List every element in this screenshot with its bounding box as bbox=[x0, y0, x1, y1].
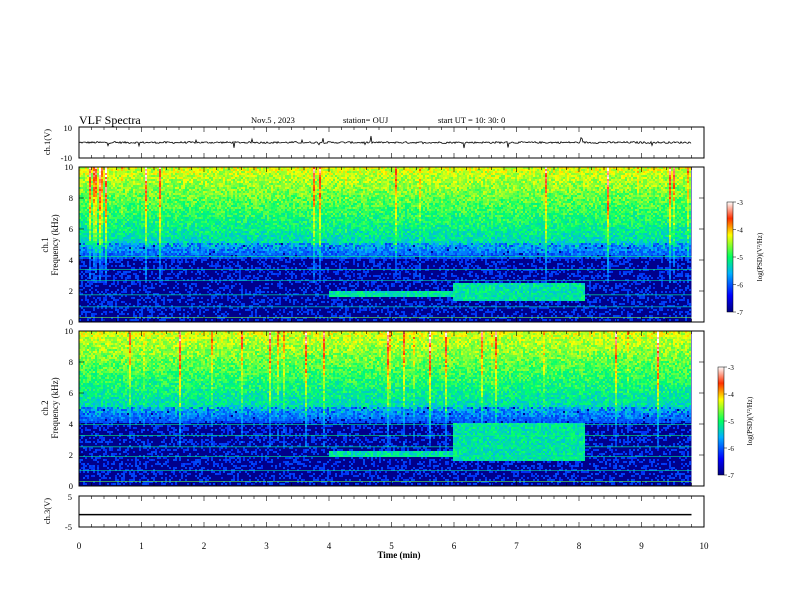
x-tick-label: 4 bbox=[327, 541, 332, 551]
x-tick-label: 5 bbox=[389, 541, 394, 551]
colorbar-tick-label: -7 bbox=[728, 472, 734, 480]
colorbar-tick-label: -4 bbox=[737, 227, 743, 235]
y-tick-label: 6 bbox=[69, 224, 73, 234]
colorbar-tick-label: -5 bbox=[728, 418, 734, 426]
y-tick-label: 0 bbox=[69, 481, 73, 491]
ch2-spectrogram bbox=[79, 331, 704, 486]
ch1-spectrogram bbox=[79, 167, 704, 322]
colorbar-tick-label: -6 bbox=[728, 445, 734, 453]
y-tick-label: 8 bbox=[69, 193, 73, 203]
y-tick-label: 10 bbox=[65, 326, 74, 336]
ch1-colorbar: -3 -4 -5 -6 -7 log(PSD)(V²/Hz) bbox=[726, 199, 764, 317]
date-label: Nov.5 , 2023 bbox=[251, 115, 295, 125]
x-tick-label: 0 bbox=[77, 541, 82, 551]
ch3-ylabel: ch.3(V) bbox=[42, 498, 52, 524]
colorbar-tick-label: -5 bbox=[737, 254, 743, 262]
ch3-ytick-bottom: -5 bbox=[65, 522, 72, 532]
y-tick-label: 10 bbox=[65, 162, 74, 172]
x-tick-label: 6 bbox=[452, 541, 457, 551]
x-tick-label: 1 bbox=[139, 541, 144, 551]
colorbar-tick-label: -4 bbox=[728, 391, 734, 399]
ch1-ylabel: ch.1(V) bbox=[42, 129, 52, 155]
x-tick-label: 10 bbox=[700, 541, 710, 551]
ch1-ytick-top: 10 bbox=[64, 123, 73, 133]
y-tick-label: 0 bbox=[69, 317, 73, 327]
ch3-ytick-top: 5 bbox=[68, 492, 72, 502]
ch2-spectrogram-panel: 0 2 4 6 8 10 ch.2 Frequency (kHz) -3 -4 -5 -6 -7 … bbox=[40, 326, 754, 491]
x-tick-label: 9 bbox=[639, 541, 644, 551]
ch1-waveform-panel: 10 -10 ch.1(V) bbox=[42, 123, 705, 163]
ch1-waveform-trace bbox=[78, 135, 692, 149]
ch1-colorbar-label: log(PSD)(V²/Hz) bbox=[756, 232, 764, 281]
figure-title: VLF Spectra bbox=[79, 113, 141, 127]
x-tick-label: 3 bbox=[264, 541, 269, 551]
station-label: station= OUJ bbox=[343, 115, 389, 125]
ch2-colorbar: -3 -4 -5 -6 -7 log(PSD)(V²/Hz) bbox=[717, 364, 754, 480]
y-tick-label: 4 bbox=[69, 419, 74, 429]
ch1-ytick-bottom: -10 bbox=[61, 153, 72, 163]
ch2-spec-ylabel-channel: ch.2 bbox=[40, 400, 50, 415]
colorbar-tick-label: -3 bbox=[728, 364, 734, 372]
x-tick-label: 8 bbox=[577, 541, 582, 551]
y-tick-label: 2 bbox=[69, 450, 73, 460]
y-tick-label: 2 bbox=[69, 286, 73, 296]
y-tick-label: 6 bbox=[69, 388, 73, 398]
colorbar-tick-label: -3 bbox=[737, 199, 743, 207]
ch2-spec-ylabel-frequency: Frequency (kHz) bbox=[50, 377, 60, 438]
colorbar-tick-label: -7 bbox=[737, 309, 743, 317]
y-tick-label: 4 bbox=[69, 255, 74, 265]
x-axis-label: Time (min) bbox=[377, 550, 420, 560]
ch3-panel: 5 -5 ch.3(V) 0 1 2 3 4 5 6 7 8 9 10 Time (min) bbox=[42, 492, 709, 560]
y-tick-label: 8 bbox=[69, 357, 73, 367]
start-time-label: start UT = 10: 30: 0 bbox=[438, 115, 505, 125]
colorbar-tick-label: -6 bbox=[737, 282, 743, 290]
ch2-colorbar-label: log(PSD)(V²/Hz) bbox=[746, 396, 754, 445]
ch1-spec-ylabel-channel: ch.1 bbox=[40, 237, 50, 252]
ch1-spec-ylabel-frequency: Frequency (kHz) bbox=[50, 214, 60, 275]
ch1-spectrogram-panel: 0 2 4 6 8 10 ch.1 Frequency (kHz) -3 -4 -5 -6 -7 … bbox=[40, 162, 764, 327]
x-tick-label: 2 bbox=[202, 541, 207, 551]
x-tick-label: 7 bbox=[514, 541, 519, 551]
